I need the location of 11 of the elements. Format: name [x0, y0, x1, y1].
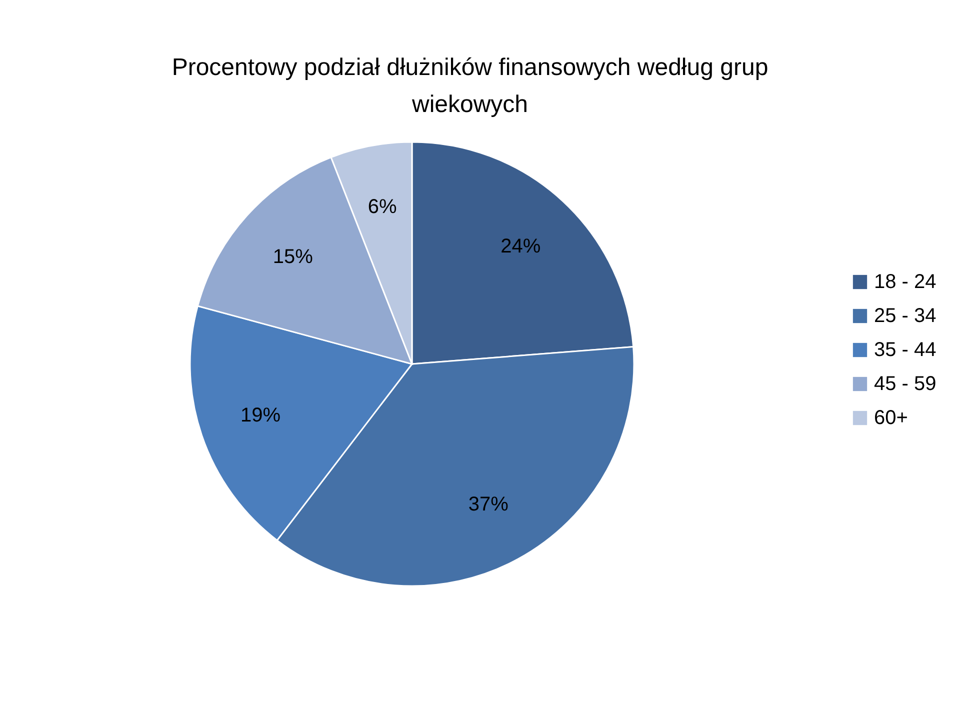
legend-label: 45 - 59: [874, 373, 936, 395]
data-label: 24%: [500, 236, 541, 258]
data-label: 6%: [368, 196, 397, 218]
data-label: 19%: [240, 404, 281, 426]
legend-label: 35 - 44: [874, 339, 936, 361]
data-label: 37%: [468, 494, 509, 516]
legend-label: 18 - 24: [874, 271, 936, 293]
data-label: 15%: [272, 246, 314, 268]
legend-label: 25 - 34: [874, 305, 936, 327]
chart-title: Procentowy podział dłużników finansowych według grup wiekowych: [172, 54, 768, 118]
legend-label: 60+: [874, 407, 908, 429]
